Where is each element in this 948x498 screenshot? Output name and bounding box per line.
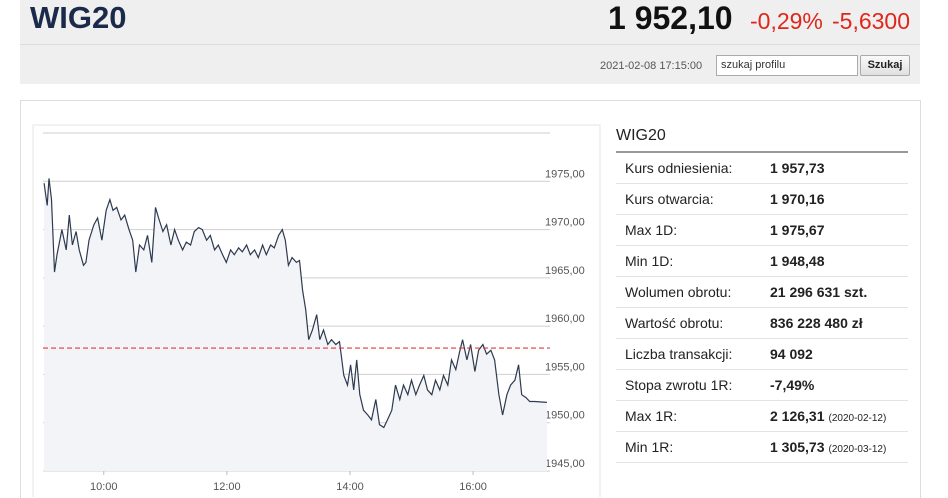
stats-row: Wolumen obrotu: 21 296 631 szt.: [616, 277, 908, 308]
stats-row: Wartość obrotu: 836 228 480 zł: [616, 308, 908, 339]
stat-value: 1 957,73: [770, 160, 825, 176]
price: 1 952,10: [608, 0, 733, 36]
stat-value: 1 948,48: [770, 253, 825, 269]
timestamp: 2021-02-08 17:15:00: [600, 60, 703, 72]
stat-value: 2 126,31: [770, 408, 825, 424]
stat-label: Min 1R:: [625, 439, 674, 455]
index-title: WIG20: [30, 0, 127, 35]
x-tick-label: 10:00: [90, 481, 118, 493]
stat-label: Wartość obrotu:: [625, 315, 724, 331]
stat-label: Max 1D:: [625, 222, 678, 238]
stat-value: 836 228 480 zł: [770, 315, 863, 331]
stat-value: -7,49%: [770, 377, 815, 393]
search-input[interactable]: szukaj profilu: [716, 55, 858, 76]
content-panel: [20, 100, 921, 498]
y-tick-label: 1965,00: [545, 265, 585, 277]
x-tick-label: 14:00: [336, 481, 364, 493]
stat-label: Wolumen obrotu:: [625, 284, 732, 300]
stat-label: Kurs odniesienia:: [625, 160, 733, 176]
stat-value-group: 2 126,31 (2020-02-12): [770, 401, 886, 434]
header-bar: WIG20 1 952,10 -0,29% -5,6300 2021-02-08…: [20, 0, 920, 84]
stat-date: (2020-03-12): [828, 444, 887, 455]
y-tick-label: 1975,00: [545, 168, 585, 180]
x-tick-label: 16:00: [459, 481, 487, 493]
stats-row: Max 1D: 1 975,67: [616, 215, 908, 246]
stat-value: 1 305,73: [770, 439, 825, 455]
stat-value: 21 296 631 szt.: [770, 284, 868, 300]
y-tick-label: 1950,00: [545, 410, 585, 422]
stats-row: Stopa zwrotu 1R: -7,49%: [616, 370, 908, 401]
change: -5,6300: [832, 8, 911, 34]
stat-value: 1 970,16: [770, 191, 825, 207]
change-percent: -0,29%: [750, 8, 823, 34]
divider: [20, 44, 920, 45]
search-button[interactable]: Szukaj: [860, 55, 910, 76]
stats-row: Min 1D: 1 948,48: [616, 246, 908, 277]
stat-label: Min 1D:: [625, 253, 674, 269]
stat-label: Stopa zwrotu 1R:: [625, 377, 733, 393]
area: [44, 178, 547, 471]
x-tick-label: 12:00: [213, 481, 241, 493]
stat-value: 94 092: [770, 346, 813, 362]
stats-table: WIG20 Kurs odniesienia: 1 957,73 Kurs otwa…: [616, 124, 908, 463]
stat-label: Kurs otwarcia:: [625, 191, 714, 207]
stats-row: Max 1R: 2 126,31 (2020-02-12): [616, 401, 908, 432]
y-tick-label: 1955,00: [545, 361, 585, 373]
stats-row: Kurs odniesienia: 1 957,73: [616, 153, 908, 184]
stat-label: Liczba transakcji:: [625, 346, 733, 362]
stat-date: (2020-02-12): [828, 413, 887, 424]
stat-label: Max 1R:: [625, 408, 678, 424]
y-tick-label: 1960,00: [545, 313, 585, 325]
y-tick-label: 1945,00: [545, 458, 585, 470]
stats-row: Kurs otwarcia: 1 970,16: [616, 184, 908, 215]
stats-row: Min 1R: 1 305,73 (2020-03-12): [616, 432, 908, 463]
stat-value: 1 975,67: [770, 222, 825, 238]
stats-row: Liczba transakcji: 94 092: [616, 339, 908, 370]
stats-title: WIG20: [616, 124, 908, 153]
stat-value-group: 1 305,73 (2020-03-12): [770, 432, 886, 465]
chart-frame: [32, 124, 601, 497]
price-line: [43, 178, 547, 429]
y-tick-label: 1970,00: [545, 217, 585, 229]
